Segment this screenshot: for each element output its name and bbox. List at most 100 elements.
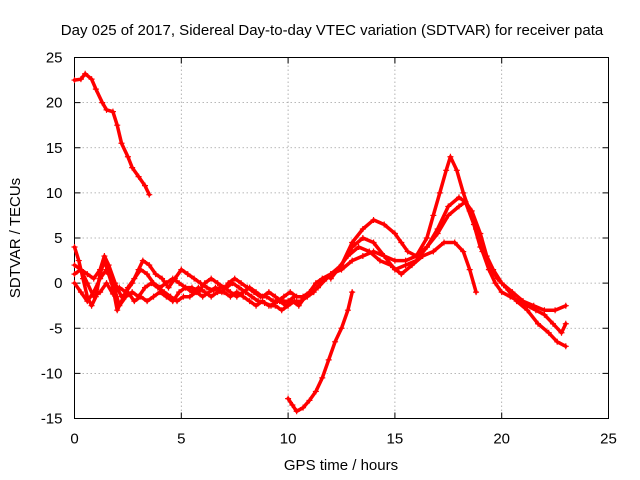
data-point xyxy=(71,244,78,251)
data-point xyxy=(515,298,522,305)
y-tick-label: -10 xyxy=(41,365,63,382)
data-point xyxy=(235,284,242,291)
data-point xyxy=(344,307,351,314)
data-point xyxy=(479,248,486,255)
data-point xyxy=(498,289,505,296)
data-point xyxy=(184,271,191,278)
y-tick-label: -5 xyxy=(49,320,62,337)
axis-ticks: 0 5 10 15 20 25 -15 -10 -5 0 5 10 15 20 25 xyxy=(41,50,617,448)
data-point xyxy=(186,293,193,300)
series-trace xyxy=(72,200,568,312)
data-point xyxy=(105,271,112,278)
data-point xyxy=(259,293,266,300)
data-point xyxy=(473,289,480,296)
data-point xyxy=(312,388,319,395)
data-point xyxy=(146,191,153,198)
data-point xyxy=(430,248,437,255)
data-point xyxy=(233,293,240,300)
data-point xyxy=(152,271,159,278)
data-point xyxy=(554,338,561,345)
data-point xyxy=(473,225,480,232)
series-track-f xyxy=(71,244,298,314)
data-point xyxy=(146,262,153,269)
data-point xyxy=(552,307,559,314)
y-tick-label: -15 xyxy=(41,411,63,428)
series-trace xyxy=(286,290,354,414)
data-point xyxy=(180,293,187,300)
data-point xyxy=(201,280,208,287)
data-point xyxy=(308,289,315,296)
x-tick-label: 5 xyxy=(177,431,185,448)
data-point xyxy=(101,257,108,264)
data-point xyxy=(398,271,405,278)
data-point xyxy=(253,289,260,296)
data-point xyxy=(248,293,255,300)
data-point xyxy=(188,284,195,291)
data-point xyxy=(485,266,492,273)
series-track-g xyxy=(285,289,356,415)
data-point xyxy=(150,293,157,300)
data-point xyxy=(445,212,452,219)
data-point xyxy=(562,343,569,350)
data-point xyxy=(118,140,125,147)
data-point xyxy=(453,167,460,174)
data-point xyxy=(199,293,206,300)
data-point xyxy=(355,244,362,251)
data-point xyxy=(90,275,97,282)
data-point xyxy=(167,293,174,300)
x-tick-label: 25 xyxy=(600,431,617,448)
y-tick-label: 25 xyxy=(46,50,63,67)
data-point xyxy=(466,266,473,273)
data-point xyxy=(129,289,136,296)
data-point xyxy=(137,266,144,273)
data-point xyxy=(118,298,125,305)
x-tick-label: 10 xyxy=(280,431,297,448)
data-point xyxy=(97,271,104,278)
data-point xyxy=(84,271,91,278)
data-point xyxy=(124,284,131,291)
data-point xyxy=(285,298,292,305)
data-point xyxy=(443,167,450,174)
data-point xyxy=(332,338,339,345)
data-point xyxy=(114,122,121,129)
data-point xyxy=(366,248,373,255)
data-point xyxy=(404,248,411,255)
data-point xyxy=(225,280,232,287)
data-point xyxy=(161,289,168,296)
data-point xyxy=(103,106,110,113)
data-point xyxy=(253,302,260,309)
data-point xyxy=(176,280,183,287)
data-point xyxy=(349,257,356,264)
data-point xyxy=(291,293,298,300)
data-point xyxy=(455,194,462,201)
data-point xyxy=(315,284,322,291)
x-tick-label: 15 xyxy=(387,431,404,448)
data-point xyxy=(159,275,166,282)
data-point xyxy=(359,235,366,241)
data-point xyxy=(359,253,366,260)
data-point xyxy=(141,182,148,189)
data-point xyxy=(434,225,441,232)
data-point xyxy=(532,307,539,314)
data-point xyxy=(135,293,142,300)
y-axis-label: SDTVAR / TECUs xyxy=(7,178,24,298)
data-point xyxy=(208,275,215,282)
data-point xyxy=(451,239,458,246)
data-point xyxy=(402,262,409,269)
data-point xyxy=(460,248,467,255)
data-point xyxy=(558,329,565,336)
data-point xyxy=(191,275,198,282)
data-points xyxy=(71,70,569,415)
data-point xyxy=(338,262,345,269)
data-point xyxy=(545,329,552,336)
data-point xyxy=(391,230,398,237)
data-point xyxy=(423,244,430,251)
x-tick-label: 0 xyxy=(70,431,78,448)
data-point xyxy=(282,302,289,309)
data-point xyxy=(84,293,91,300)
data-point xyxy=(562,320,569,327)
data-point xyxy=(77,76,84,83)
data-point xyxy=(203,284,210,291)
series-trace xyxy=(72,195,568,349)
